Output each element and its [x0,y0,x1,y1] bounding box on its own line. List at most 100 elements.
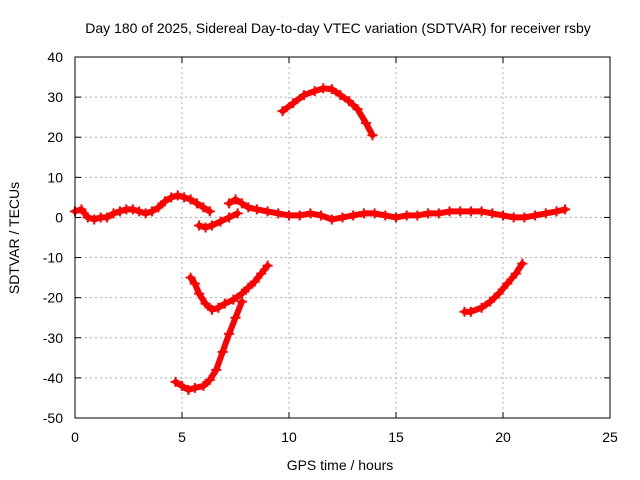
data-point [465,206,476,217]
data-point [153,202,164,213]
data-point [219,298,230,309]
y-tick-label: -30 [43,330,63,346]
data-point [228,294,239,305]
data-point [170,376,181,387]
data-point [82,212,93,223]
data-point [213,302,224,313]
data-point [498,210,508,221]
data-point [476,302,487,313]
data-point [134,206,145,217]
data-point [369,208,380,219]
data-point [343,96,354,107]
data-point [316,210,327,221]
chart-title: Day 180 of 2025, Sidereal Day-to-day VTE… [85,20,591,36]
data-point [423,208,434,219]
data-point [348,210,359,221]
data-point [211,364,222,375]
data-point [166,192,177,203]
data-point [243,282,254,293]
data-point [530,210,541,221]
y-tick-label: -10 [43,250,63,266]
data-point [102,212,113,223]
data-point [367,130,378,141]
data-point [519,212,530,223]
data-point [204,374,215,385]
y-tick-label: 20 [47,129,63,145]
y-tick-label: 0 [55,209,63,225]
data-point [224,198,235,209]
data-point [108,208,119,219]
series-line-segment-7 [461,260,526,315]
data-point [326,214,337,225]
data-point [147,206,158,217]
data-point [465,306,476,317]
y-tick-label: 10 [47,169,63,185]
data-point [230,194,241,205]
data-point [288,98,299,109]
data-point [249,276,260,287]
data-point [455,206,466,217]
series-line-segment-6 [172,298,245,393]
data-point [277,106,288,117]
data-point [401,210,412,221]
data-point [185,272,196,283]
data-point [391,212,401,223]
data-point [262,206,273,217]
data-point [198,202,209,213]
data-point [476,206,487,217]
x-tick-label: 10 [281,429,297,445]
data-point [194,220,205,231]
y-tick-label: -50 [43,410,63,426]
y-tick-label: 30 [47,89,63,105]
data-point [298,90,309,101]
plot-frame [74,56,611,419]
data-point [412,210,423,221]
data-point [305,208,316,219]
data-point [517,258,528,269]
x-tick-label: 5 [178,429,186,445]
data-point [358,208,369,219]
data-point [309,86,320,97]
data-point [433,208,444,219]
data-point [127,204,138,215]
data-point [361,118,372,129]
data-point [159,196,170,207]
data-point [189,382,200,393]
data-point [224,328,235,339]
data-point [243,202,254,213]
data-point [89,214,100,225]
data-point [114,206,125,217]
data-point [230,312,241,323]
data-point [185,194,196,205]
axes: 0 5 10 15 20 25 -50 -40 -30 -20 -10 0 10 20 30 40 [43,49,618,445]
data-point [487,208,498,219]
data-point [140,208,151,219]
data-point [76,204,87,215]
data-point [189,278,200,289]
data-point [352,104,363,115]
y-tick-label: 40 [47,49,63,65]
data-point [206,220,217,231]
data-point [326,84,337,95]
data-point [194,288,205,299]
y-tick-label: -40 [43,370,63,386]
data-point [215,216,226,227]
y-axis-label: SDTVAR / TECUs [6,182,22,294]
data-point [206,304,217,315]
data-point [232,208,243,219]
series-group [70,83,571,395]
data-point [560,204,571,215]
data-point [204,206,215,217]
data-point [337,212,348,223]
data-point [236,296,247,307]
data-point [256,268,267,279]
data-point [262,260,273,271]
grid [75,57,610,418]
data-point [493,288,504,299]
data-point [183,384,194,395]
data-point [284,210,294,221]
data-point [251,204,262,215]
data-point [318,83,329,94]
data-point [485,296,496,307]
